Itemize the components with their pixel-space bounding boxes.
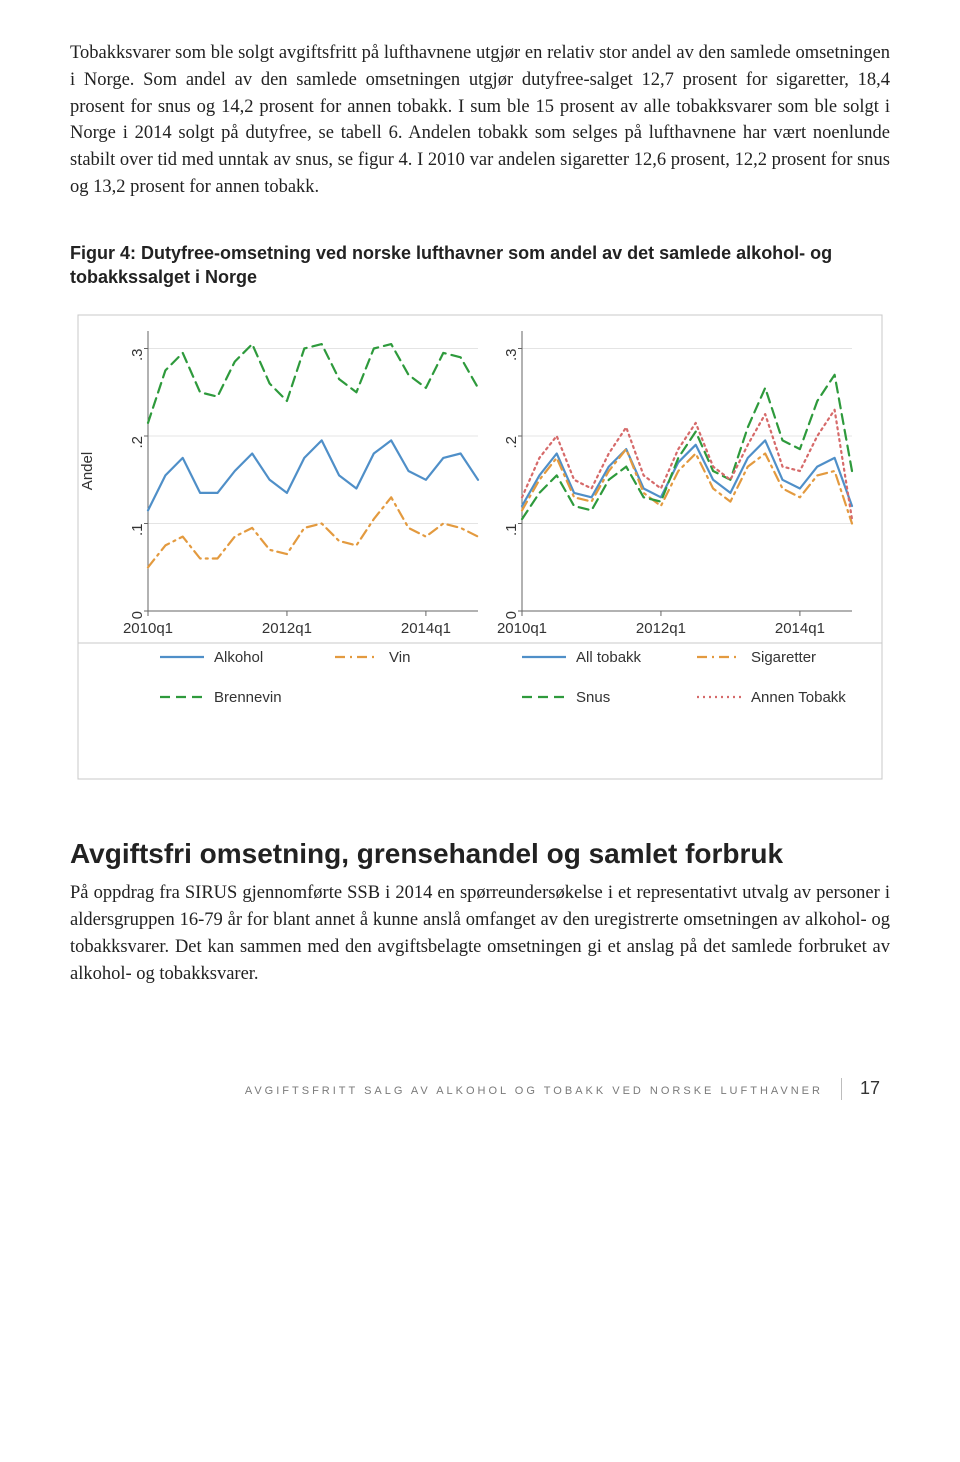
svg-text:2010q1: 2010q1: [497, 620, 547, 637]
svg-text:2014q1: 2014q1: [775, 620, 825, 637]
section-heading: Avgiftsfri omsetning, grensehandel og sa…: [70, 838, 890, 870]
svg-text:All tobakk: All tobakk: [576, 649, 642, 666]
svg-text:Andel: Andel: [79, 452, 96, 490]
svg-text:Annen Tobakk: Annen Tobakk: [751, 689, 846, 706]
svg-text:Brennevin: Brennevin: [214, 689, 282, 706]
svg-text:0: 0: [503, 611, 520, 619]
svg-text:.1: .1: [129, 524, 146, 537]
svg-text:.1: .1: [503, 524, 520, 537]
footer-running-title: AVGIFTSFRITT SALG AV ALKOHOL OG TOBAKK V…: [245, 1085, 823, 1097]
svg-text:.3: .3: [503, 349, 520, 362]
svg-text:0: 0: [129, 611, 146, 619]
svg-text:Snus: Snus: [576, 689, 610, 706]
figure-4-chart: Andel 0 .1 .2 .3 2010q1 2012q1 2014q1 0 .1 .2 .3 201…: [70, 307, 890, 792]
svg-text:.3: .3: [129, 349, 146, 362]
page-number: 17: [860, 1078, 880, 1099]
svg-text:2012q1: 2012q1: [262, 620, 312, 637]
svg-text:.2: .2: [129, 436, 146, 449]
paragraph-1: Tobakksvarer som ble solgt avgiftsfritt …: [70, 40, 890, 201]
svg-text:.2: .2: [503, 436, 520, 449]
svg-text:2014q1: 2014q1: [401, 620, 451, 637]
svg-text:2012q1: 2012q1: [636, 620, 686, 637]
paragraph-2: På oppdrag fra SIRUS gjennomførte SSB i …: [70, 880, 890, 987]
svg-text:2010q1: 2010q1: [123, 620, 173, 637]
figure-caption: Figur 4: Dutyfree-omsetning ved norske l…: [70, 241, 890, 290]
svg-text:Alkohol: Alkohol: [214, 649, 263, 666]
svg-text:Sigaretter: Sigaretter: [751, 649, 816, 666]
page-footer: AVGIFTSFRITT SALG AV ALKOHOL OG TOBAKK V…: [70, 1078, 890, 1100]
svg-text:Vin: Vin: [389, 649, 410, 666]
footer-divider: [841, 1078, 842, 1100]
